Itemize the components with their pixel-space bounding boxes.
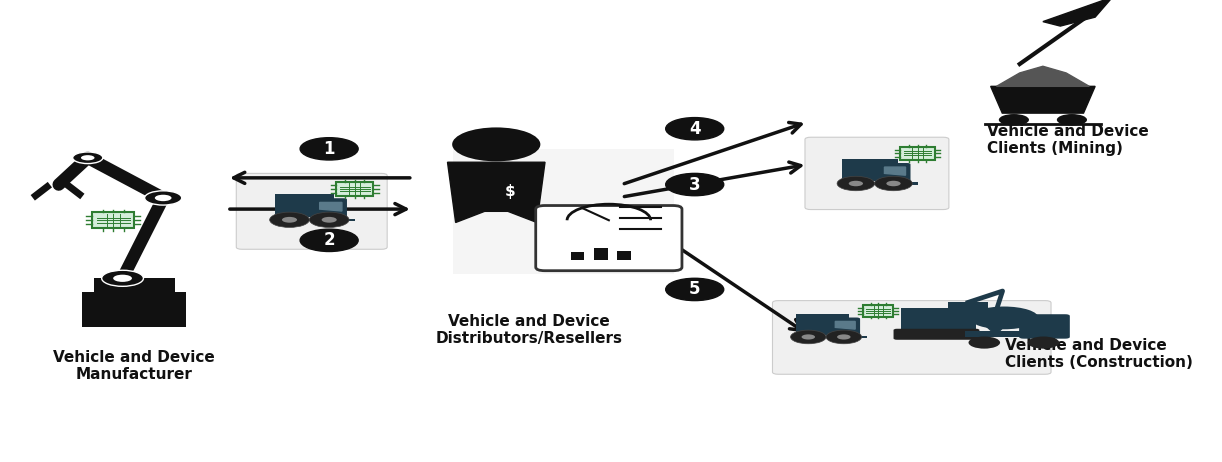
Circle shape [802,334,815,340]
Bar [948,303,987,317]
Polygon shape [996,66,1089,86]
Text: Vehicle and Device
Distributors/Resellers: Vehicle and Device Distributors/Reseller… [435,314,622,346]
FancyBboxPatch shape [336,182,373,196]
FancyBboxPatch shape [275,194,335,217]
Circle shape [791,330,826,344]
Text: 1: 1 [324,140,335,158]
Circle shape [114,275,132,282]
FancyBboxPatch shape [893,329,979,340]
Circle shape [886,181,901,186]
Circle shape [309,212,349,227]
Text: Vehicle and Device
Clients (Mining): Vehicle and Device Clients (Mining) [987,124,1149,156]
FancyBboxPatch shape [875,163,910,184]
Bar [594,248,607,261]
Text: Vehicle and Device
Manufacturer: Vehicle and Device Manufacturer [54,350,215,382]
Circle shape [101,270,143,286]
Circle shape [666,118,723,140]
Bar [82,292,187,328]
FancyBboxPatch shape [826,317,860,337]
Polygon shape [1042,0,1112,26]
Circle shape [969,336,1000,349]
FancyBboxPatch shape [805,137,949,210]
Circle shape [1057,114,1088,126]
FancyBboxPatch shape [863,305,893,316]
Circle shape [1028,336,1059,349]
FancyBboxPatch shape [93,212,134,228]
Circle shape [849,181,863,186]
FancyBboxPatch shape [772,301,1051,374]
Circle shape [837,334,851,340]
Circle shape [144,191,182,205]
Circle shape [301,138,358,160]
Circle shape [282,217,297,223]
Circle shape [837,176,875,191]
Bar [617,250,631,261]
Text: 3: 3 [689,176,700,194]
Polygon shape [447,162,545,223]
Bar [901,308,976,329]
Bar [571,252,584,261]
FancyBboxPatch shape [1019,314,1069,339]
FancyBboxPatch shape [236,173,387,249]
Text: 2: 2 [324,231,335,249]
Circle shape [826,330,862,344]
Circle shape [875,176,913,191]
FancyBboxPatch shape [796,314,848,334]
Circle shape [155,195,171,201]
Circle shape [666,278,723,301]
Circle shape [270,212,309,227]
Ellipse shape [969,306,1039,329]
Bar [275,219,354,221]
Circle shape [666,173,723,196]
Circle shape [301,229,358,251]
Polygon shape [982,323,1007,334]
Bar [842,182,918,185]
Circle shape [998,114,1029,126]
FancyBboxPatch shape [535,206,682,271]
Text: $: $ [505,184,516,199]
Polygon shape [836,322,855,329]
Text: 4: 4 [689,120,700,138]
FancyBboxPatch shape [453,149,673,274]
Polygon shape [320,202,342,211]
Circle shape [72,152,103,164]
FancyBboxPatch shape [310,198,347,220]
Polygon shape [885,167,906,175]
Circle shape [452,128,540,161]
Text: 5: 5 [689,280,700,298]
Text: Vehicle and Device
Clients (Construction): Vehicle and Device Clients (Construction… [1004,338,1193,371]
Polygon shape [991,86,1095,113]
Circle shape [81,155,94,160]
Bar [796,336,866,338]
FancyBboxPatch shape [842,159,898,181]
Bar [94,278,175,301]
FancyBboxPatch shape [901,146,935,160]
Circle shape [321,217,337,223]
Bar [964,331,1063,337]
